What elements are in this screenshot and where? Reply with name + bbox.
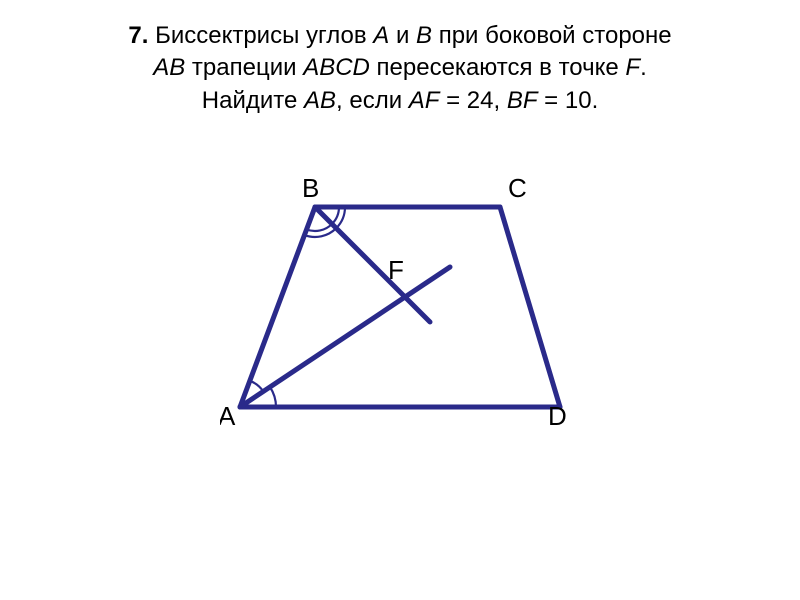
trapezoid-diagram: A B C D F [220,167,580,432]
svg-text:C: C [508,173,527,203]
diagram-svg: A B C D F [220,167,580,427]
problem-line-1: 7. Биссектрисы углов А и В при боковой с… [40,20,760,52]
svg-text:D: D [548,401,567,427]
svg-text:A: A [220,401,236,427]
problem-number: 7. [128,22,148,49]
problem-line-2: АВ трапеции ABCD пересекаются в точке F. [40,52,760,84]
problem-statement: 7. Биссектрисы углов А и В при боковой с… [0,0,800,127]
svg-text:F: F [388,255,404,285]
svg-text:B: B [302,173,319,203]
problem-line-3: Найдите АВ, если AF = 24, BF = 10. [40,85,760,117]
